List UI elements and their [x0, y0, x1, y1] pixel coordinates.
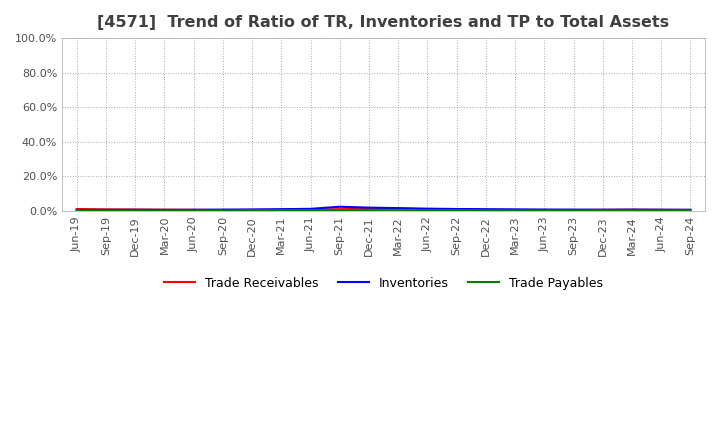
- Trade Payables: [364, 207, 373, 213]
- Trade Payables: [248, 208, 256, 213]
- Inventories: [364, 205, 373, 210]
- Trade Payables: [189, 208, 198, 213]
- Trade Payables: [160, 208, 168, 213]
- Inventories: [394, 205, 402, 211]
- Trade Payables: [657, 208, 665, 213]
- Trade Payables: [277, 208, 286, 213]
- Trade Receivables: [394, 206, 402, 211]
- Inventories: [160, 207, 168, 213]
- Trade Payables: [686, 208, 695, 213]
- Line: Inventories: Inventories: [77, 207, 690, 210]
- Trade Receivables: [628, 207, 636, 213]
- Trade Receivables: [218, 207, 227, 213]
- Trade Payables: [510, 208, 519, 213]
- Trade Payables: [218, 208, 227, 213]
- Inventories: [657, 207, 665, 213]
- Inventories: [482, 206, 490, 212]
- Trade Receivables: [423, 207, 432, 212]
- Trade Receivables: [598, 207, 607, 213]
- Trade Payables: [482, 208, 490, 213]
- Trade Payables: [306, 208, 315, 213]
- Trade Receivables: [570, 207, 578, 213]
- Trade Receivables: [686, 207, 695, 213]
- Inventories: [570, 207, 578, 212]
- Trade Receivables: [189, 207, 198, 213]
- Trade Payables: [131, 208, 140, 213]
- Trade Payables: [540, 208, 549, 213]
- Trade Receivables: [336, 206, 344, 212]
- Inventories: [73, 207, 81, 213]
- Trade Receivables: [160, 207, 168, 213]
- Trade Receivables: [306, 207, 315, 213]
- Inventories: [218, 207, 227, 212]
- Trade Payables: [628, 208, 636, 213]
- Trade Payables: [598, 208, 607, 213]
- Inventories: [540, 207, 549, 212]
- Title: [4571]  Trend of Ratio of TR, Inventories and TP to Total Assets: [4571] Trend of Ratio of TR, Inventories…: [97, 15, 670, 30]
- Trade Payables: [394, 207, 402, 213]
- Inventories: [131, 207, 140, 213]
- Inventories: [102, 207, 110, 213]
- Inventories: [628, 207, 636, 212]
- Trade Receivables: [364, 206, 373, 212]
- Legend: Trade Receivables, Inventories, Trade Payables: Trade Receivables, Inventories, Trade Pa…: [159, 272, 608, 295]
- Trade Receivables: [482, 207, 490, 213]
- Trade Payables: [73, 208, 81, 213]
- Trade Payables: [336, 207, 344, 213]
- Inventories: [510, 207, 519, 212]
- Inventories: [336, 204, 344, 209]
- Trade Payables: [423, 208, 432, 213]
- Trade Payables: [452, 208, 461, 213]
- Inventories: [306, 206, 315, 212]
- Line: Trade Receivables: Trade Receivables: [77, 209, 690, 210]
- Inventories: [277, 206, 286, 212]
- Trade Receivables: [248, 207, 256, 213]
- Trade Payables: [102, 208, 110, 213]
- Inventories: [598, 207, 607, 213]
- Inventories: [189, 207, 198, 213]
- Trade Receivables: [540, 208, 549, 213]
- Trade Receivables: [452, 207, 461, 213]
- Trade Receivables: [102, 207, 110, 212]
- Trade Receivables: [73, 206, 81, 212]
- Inventories: [423, 206, 432, 211]
- Inventories: [686, 207, 695, 213]
- Trade Payables: [570, 208, 578, 213]
- Inventories: [248, 207, 256, 212]
- Line: Trade Payables: Trade Payables: [77, 210, 690, 211]
- Trade Receivables: [510, 207, 519, 213]
- Trade Receivables: [131, 207, 140, 212]
- Trade Receivables: [657, 207, 665, 213]
- Inventories: [452, 206, 461, 212]
- Trade Receivables: [277, 207, 286, 213]
